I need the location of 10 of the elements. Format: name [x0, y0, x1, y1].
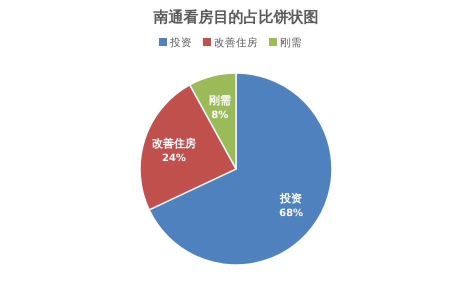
data-label: 24% — [162, 152, 186, 164]
legend-label: 投资 — [169, 37, 192, 49]
data-label: 68% — [279, 208, 304, 219]
slice-label: 改善住房 — [152, 136, 196, 150]
legend-label: 改善住房 — [214, 36, 258, 49]
slice-label: 刚需 — [208, 94, 231, 107]
chart-title: 南通看房目的占比饼状图 — [152, 8, 318, 26]
data-label: 8% — [211, 110, 228, 121]
legend-label: 刚需 — [280, 37, 302, 49]
slice-label: 投资 — [279, 192, 302, 205]
